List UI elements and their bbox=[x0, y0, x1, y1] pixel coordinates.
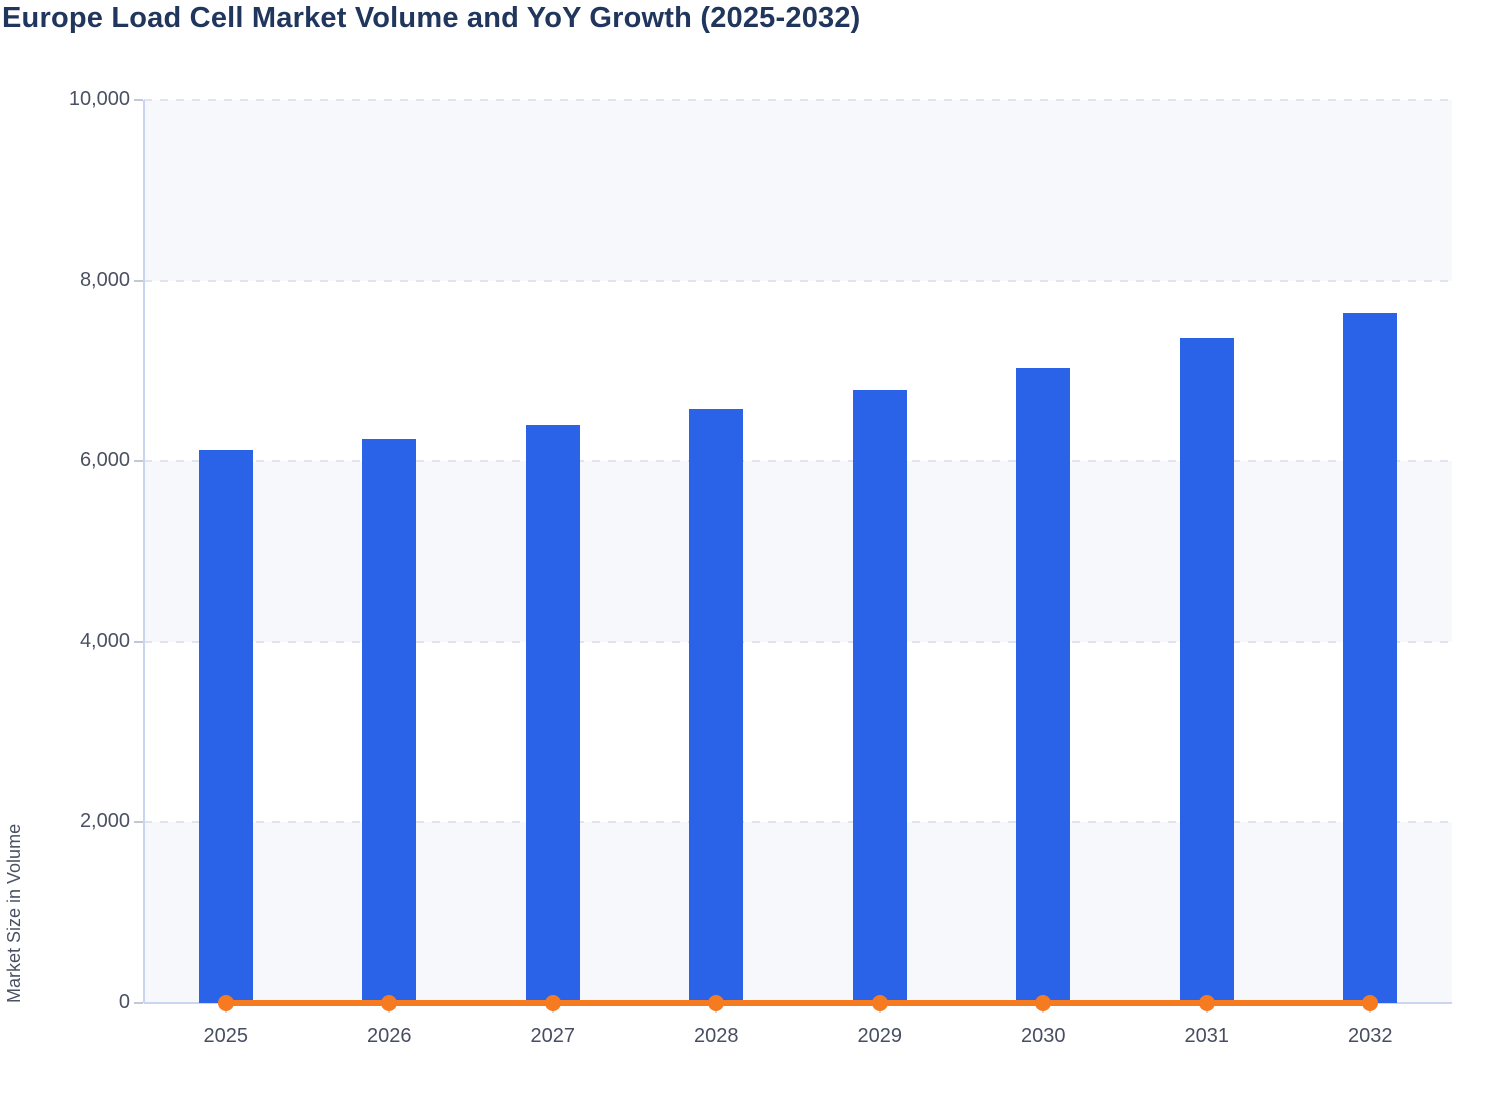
x-tick-label: 2027 bbox=[530, 1025, 576, 1047]
yoy-growth-point-2032[interactable] bbox=[1362, 995, 1379, 1011]
yoy-growth-point-2026[interactable] bbox=[381, 995, 398, 1011]
x-tick-label: 2032 bbox=[1348, 1025, 1393, 1047]
gridline bbox=[144, 821, 1452, 824]
y-tick-label: 4,000 bbox=[79, 629, 130, 652]
yoy-growth-point-2027[interactable] bbox=[544, 995, 561, 1011]
y-tick-mark bbox=[134, 99, 143, 101]
bar-2025[interactable] bbox=[198, 450, 253, 1003]
y-tick-label: 10,000 bbox=[68, 88, 130, 110]
bar-2026[interactable] bbox=[362, 439, 417, 1003]
y-tick-mark bbox=[134, 279, 143, 282]
y-tick-mark bbox=[134, 460, 143, 463]
y-tick-mark bbox=[134, 821, 143, 824]
yoy-growth-point-2030[interactable] bbox=[1035, 995, 1052, 1011]
plot-band bbox=[144, 461, 1452, 642]
yoy-growth-point-2025[interactable] bbox=[217, 995, 234, 1011]
y-tick-label: 8,000 bbox=[79, 268, 130, 291]
yoy-growth-point-2031[interactable] bbox=[1198, 995, 1215, 1011]
y-tick-label: 6,000 bbox=[79, 449, 130, 472]
y-tick-label: 2,000 bbox=[79, 810, 130, 833]
bar-2031[interactable] bbox=[1179, 337, 1234, 1003]
gridline bbox=[144, 640, 1452, 643]
bar-2032[interactable] bbox=[1343, 313, 1398, 1003]
plot-band bbox=[144, 822, 1452, 1003]
gridline bbox=[144, 279, 1452, 282]
plot-band bbox=[144, 642, 1452, 823]
yoy-growth-line[interactable] bbox=[225, 1000, 1371, 1006]
y-axis-title: Market Size in Volume bbox=[4, 823, 24, 1003]
y-tick-mark bbox=[134, 640, 143, 643]
x-tick-label: 2030 bbox=[1021, 1025, 1066, 1047]
x-tick-label: 2025 bbox=[203, 1025, 249, 1047]
bar-2027[interactable] bbox=[525, 425, 580, 1003]
plot-area bbox=[134, 99, 1452, 1013]
plot-band bbox=[144, 281, 1452, 462]
bar-2029[interactable] bbox=[852, 389, 907, 1003]
x-tick-label: 2028 bbox=[694, 1025, 739, 1047]
yoy-growth-point-2029[interactable] bbox=[871, 995, 888, 1011]
y-tick-label: 0 bbox=[118, 991, 130, 1013]
x-tick-label: 2031 bbox=[1184, 1025, 1230, 1047]
plot-band bbox=[144, 100, 1452, 281]
yoy-growth-point-2028[interactable] bbox=[708, 995, 725, 1011]
x-tick-label: 2026 bbox=[367, 1025, 412, 1047]
chart-title: Europe Load Cell Market Volume and YoY G… bbox=[2, 2, 861, 34]
y-tick-mark bbox=[134, 1002, 143, 1004]
y-axis-line bbox=[143, 100, 145, 1003]
x-tick-label: 2029 bbox=[857, 1025, 903, 1047]
gridline bbox=[144, 99, 1452, 101]
bar-2030[interactable] bbox=[1016, 368, 1071, 1003]
bar-2028[interactable] bbox=[689, 408, 744, 1003]
gridline bbox=[144, 460, 1452, 463]
